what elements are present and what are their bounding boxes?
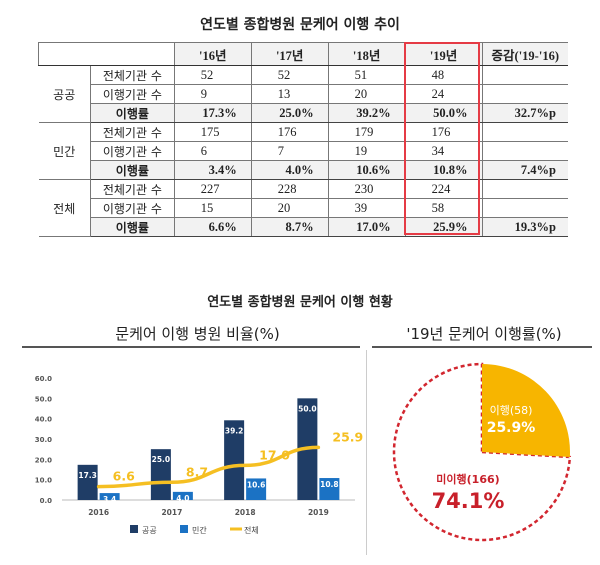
y-tick-label: 0.0 bbox=[40, 497, 53, 505]
diff-cell: 19.3%p bbox=[481, 217, 568, 237]
legend-swatch bbox=[180, 525, 188, 533]
table-cell: 176 bbox=[250, 122, 329, 142]
y-tick-label: 50.0 bbox=[35, 395, 52, 403]
x-tick-label: 2018 bbox=[235, 508, 256, 517]
bar-label-private: 4.0 bbox=[176, 494, 189, 503]
table-cell: 25.0% bbox=[250, 103, 329, 123]
row-label: 전체기관 수 bbox=[89, 179, 175, 199]
trend-table: '16년 '17년 '18년 '19년 증감('19-'16) 공공 전체기관 수… bbox=[38, 42, 568, 237]
bar-label-public: 17.3 bbox=[78, 471, 97, 480]
left-title-rule bbox=[22, 346, 360, 348]
bar-public bbox=[150, 449, 171, 500]
point-total bbox=[170, 480, 174, 484]
table-cell: 6.6% bbox=[173, 217, 252, 237]
header-2017: '17년 bbox=[250, 42, 329, 66]
row-label: 이행률 bbox=[89, 217, 175, 237]
table-row: 전체 전체기관 수 227 228 230 224 bbox=[38, 179, 568, 237]
table-cell: 4.0% bbox=[250, 160, 329, 180]
y-tick-label: 40.0 bbox=[35, 416, 52, 424]
bar-private bbox=[246, 478, 267, 500]
pie-slice-not-done bbox=[392, 362, 572, 542]
point-total bbox=[316, 445, 320, 449]
bar-label-public: 25.0 bbox=[152, 455, 171, 464]
line-label-total: 17.0 bbox=[259, 447, 290, 462]
table-row: 이행률 6.6% 8.7% 17.0% 25.9% 19.3%p bbox=[39, 217, 568, 237]
table-row: 공공 전체기관 수 52 52 51 48 bbox=[38, 65, 568, 123]
header-blank bbox=[38, 42, 175, 66]
legend-label: 공공 bbox=[142, 526, 157, 535]
table-cell: 228 bbox=[250, 179, 329, 199]
legend-label: 전체 bbox=[244, 525, 259, 535]
table-row: 이행기관 수 6 7 19 34 bbox=[39, 141, 568, 161]
line-label-total: 8.7 bbox=[186, 464, 208, 479]
table-row: 이행기관 수 15 20 39 58 bbox=[39, 198, 568, 218]
y-tick-label: 20.0 bbox=[35, 456, 52, 464]
x-tick-label: 2016 bbox=[88, 508, 109, 517]
bar-label-public: 50.0 bbox=[298, 404, 317, 413]
table-row: 이행률 3.4% 4.0% 10.6% 10.8% 7.4%p bbox=[39, 160, 568, 180]
pie-label-done-value: 25.9% bbox=[487, 420, 536, 436]
y-tick-label: 60.0 bbox=[35, 375, 52, 383]
line-label-total: 25.9 bbox=[332, 429, 363, 444]
x-tick-label: 2017 bbox=[161, 508, 182, 517]
diff-cell: 32.7%p bbox=[481, 103, 568, 123]
bar-label-private: 10.6 bbox=[247, 480, 266, 489]
table-cell: 10.6% bbox=[327, 160, 406, 180]
table-title: 연도별 종합병원 문케어 이행 추이 bbox=[200, 17, 400, 33]
y-tick-label: 30.0 bbox=[35, 436, 52, 444]
bar-label-private: 10.8 bbox=[320, 480, 339, 489]
table-cell: 20 bbox=[250, 198, 329, 218]
bar-private bbox=[319, 478, 340, 500]
table-cell: 3.4% bbox=[173, 160, 252, 180]
bar-public bbox=[224, 420, 245, 500]
bar-public bbox=[77, 464, 98, 500]
right-title-rule bbox=[372, 346, 592, 348]
bar-label-private: 3.4 bbox=[103, 495, 116, 504]
header-2018: '18년 bbox=[327, 42, 406, 66]
table-cell: 224 bbox=[404, 179, 483, 199]
point-total bbox=[243, 463, 247, 467]
header-diff: 증감('19-'16) bbox=[481, 42, 568, 66]
table-cell: 52 bbox=[250, 65, 329, 85]
bar-private bbox=[99, 493, 120, 500]
line-total bbox=[96, 445, 321, 489]
group-label: 공공 bbox=[38, 65, 91, 123]
legend-swatch bbox=[130, 525, 138, 533]
panel-divider bbox=[366, 350, 367, 555]
row-label: 이행기관 수 bbox=[89, 198, 175, 218]
pie-label-done-name: 이행(58) bbox=[490, 404, 533, 417]
pie-slice-done bbox=[482, 364, 570, 457]
table-cell: 8.7% bbox=[250, 217, 329, 237]
legend-label: 민간 bbox=[192, 525, 207, 535]
line-label-total: 6.6 bbox=[113, 469, 135, 484]
bar-private bbox=[172, 491, 193, 500]
table-row: 이행기관 수 9 13 20 24 bbox=[39, 84, 568, 104]
pie-label-not-value: 74.1% bbox=[432, 489, 505, 513]
row-label: 이행률 bbox=[89, 160, 175, 180]
table-cell: 230 bbox=[327, 179, 406, 199]
pie-label-not-name: 미이행(166) bbox=[436, 472, 499, 486]
table-cell: 17.0% bbox=[327, 217, 406, 237]
section-title: 연도별 종합병원 문케어 이행 현황 bbox=[207, 295, 393, 310]
right-chart-title: '19년 문케어 이행률(%) bbox=[406, 325, 562, 343]
left-chart-title: 문케어 이행 병원 비율(%) bbox=[115, 325, 280, 343]
table-header-row: '16년 '17년 '18년 '19년 증감('19-'16) bbox=[38, 42, 568, 66]
point-total bbox=[97, 485, 101, 489]
group-label: 전체 bbox=[38, 179, 91, 237]
table-row: 민간 전체기관 수 175 176 179 176 bbox=[38, 122, 568, 180]
x-tick-label: 2019 bbox=[308, 508, 329, 517]
table-cell: 50.0% bbox=[404, 103, 483, 123]
y-tick-label: 10.0 bbox=[35, 477, 52, 485]
bar-label-public: 39.2 bbox=[225, 426, 244, 435]
table-cell: 10.8% bbox=[404, 160, 483, 180]
